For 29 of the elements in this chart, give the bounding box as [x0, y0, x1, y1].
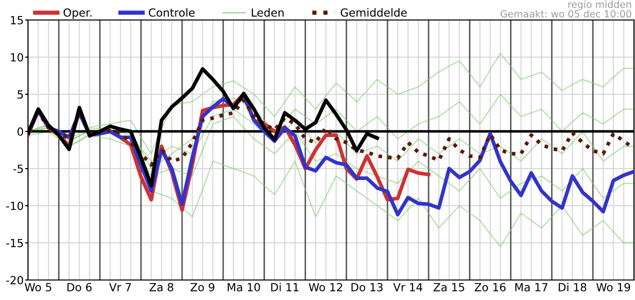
x-tick-label: Wo 12	[308, 282, 342, 292]
x-tick-label: Za 15	[434, 283, 464, 292]
x-tick-label: Do 13	[352, 282, 383, 292]
y-tick-label: 0	[17, 127, 24, 136]
x-tick-label: Vr 14	[393, 283, 422, 292]
y-tick-label: -15	[6, 238, 23, 248]
x-tick-label: Zo 16	[474, 282, 506, 292]
x-tick-label: Zo 9	[190, 282, 214, 292]
x-tick-label: Di 18	[558, 282, 586, 292]
y-tick-label: -20	[6, 276, 24, 284]
y-tick-label: 10	[10, 53, 24, 62]
x-tick-label: Di 11	[271, 282, 298, 292]
y-tick-label: -5	[13, 164, 23, 173]
y-tick-label: 15	[10, 16, 23, 24]
x-tick-label: Wo 19	[596, 282, 630, 292]
legend-label: Leden	[252, 8, 284, 17]
legend-label: Gemiddelde	[340, 8, 407, 17]
text: Gemaakt: wo 05 dec 10:00	[500, 10, 632, 18]
text: regio midden	[568, 0, 631, 10]
x-tick-label: Do 6	[67, 282, 92, 292]
x-tick-label: Ma 17	[515, 283, 548, 292]
x-tick-label: Wo 5	[24, 283, 52, 292]
x-tick-label: Vr 7	[109, 283, 131, 292]
x-tick-label: Ma 10	[228, 282, 260, 292]
y-tick-label: -10	[6, 202, 24, 210]
y-tick-label: 5	[18, 90, 23, 99]
x-tick-label: Za 8	[150, 282, 174, 292]
legend-label: Oper.	[64, 8, 92, 19]
legend-label: Controle	[148, 8, 195, 17]
